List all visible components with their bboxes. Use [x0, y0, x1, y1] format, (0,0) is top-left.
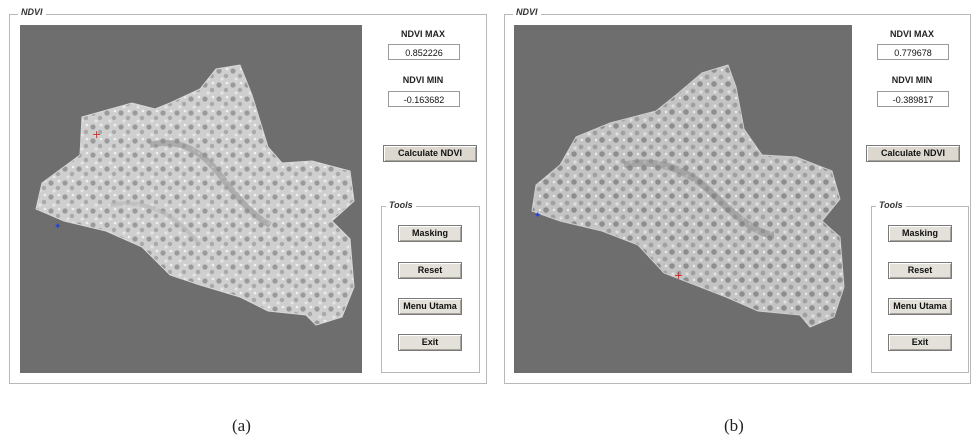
- masking-button[interactable]: Masking: [888, 225, 952, 242]
- menu-utama-button[interactable]: Menu Utama: [888, 298, 952, 315]
- ndvi-min-field[interactable]: -0.389817: [877, 91, 949, 107]
- reset-button[interactable]: Reset: [398, 262, 462, 279]
- panel-title: NDVI: [513, 7, 541, 17]
- ndvi-map-plot[interactable]: + ✦: [20, 25, 362, 373]
- tools-group: Tools Masking Reset Menu Utama Exit: [871, 200, 969, 373]
- figure-caption-a: (a): [232, 416, 251, 435]
- tools-group: Tools Masking Reset Menu Utama Exit: [381, 200, 480, 373]
- ndvi-max-field[interactable]: 0.779678: [877, 44, 949, 60]
- red-marker: +: [674, 269, 683, 282]
- tools-title: Tools: [876, 200, 906, 210]
- ndvi-map-image: + ✦: [35, 64, 355, 326]
- blue-marker: ✦: [534, 211, 542, 221]
- ndvi-panel-b: NDVI ✦ + NDVI MAX 0.779678 NDVI MIN -0.3…: [504, 7, 971, 384]
- ndvi-max-label: NDVI MAX: [889, 29, 934, 39]
- ndvi-max-field[interactable]: 0.852226: [388, 44, 460, 60]
- red-marker: +: [92, 128, 101, 141]
- exit-button[interactable]: Exit: [398, 334, 462, 351]
- calculate-ndvi-button[interactable]: Calculate NDVI: [383, 145, 477, 162]
- menu-utama-button[interactable]: Menu Utama: [398, 298, 462, 315]
- reset-button[interactable]: Reset: [888, 262, 952, 279]
- figure-caption-b: (b): [724, 416, 744, 435]
- ndvi-min-label: NDVI MIN: [402, 75, 444, 85]
- ndvi-panel-a: NDVI + ✦ NDVI MAX 0.852226 NDVI MIN -0.1…: [9, 7, 487, 384]
- masking-button[interactable]: Masking: [398, 225, 462, 242]
- ndvi-min-label: NDVI MIN: [891, 75, 933, 85]
- exit-button[interactable]: Exit: [888, 334, 952, 351]
- blue-marker: ✦: [54, 222, 62, 232]
- ndvi-max-label: NDVI MAX: [400, 29, 445, 39]
- panel-title: NDVI: [18, 7, 46, 17]
- ndvi-min-field[interactable]: -0.163682: [388, 91, 460, 107]
- calculate-ndvi-button[interactable]: Calculate NDVI: [866, 145, 960, 162]
- ndvi-map-image: ✦ +: [531, 64, 845, 328]
- tools-title: Tools: [386, 200, 416, 210]
- ndvi-map-plot[interactable]: ✦ +: [514, 25, 852, 373]
